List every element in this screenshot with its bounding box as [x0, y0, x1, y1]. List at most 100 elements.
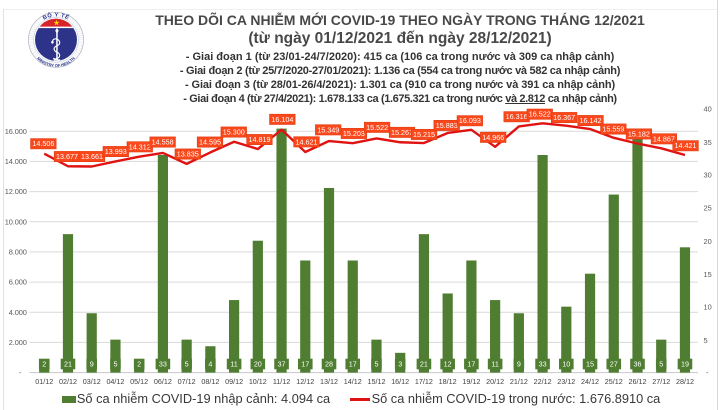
- svg-text:16.104: 16.104: [271, 115, 293, 124]
- svg-text:08/12: 08/12: [201, 377, 219, 386]
- svg-text:20: 20: [254, 360, 262, 369]
- svg-text:14.595: 14.595: [199, 138, 221, 147]
- svg-text:9: 9: [517, 360, 521, 369]
- svg-text:15/12: 15/12: [367, 377, 385, 386]
- svg-text:21: 21: [64, 360, 72, 369]
- svg-text:15.883: 15.883: [436, 121, 458, 130]
- svg-text:30: 30: [704, 171, 712, 180]
- svg-text:17/12: 17/12: [415, 377, 433, 386]
- svg-text:10: 10: [704, 303, 712, 312]
- svg-text:14.819: 14.819: [248, 135, 270, 144]
- svg-text:04/12: 04/12: [106, 377, 124, 386]
- svg-text:11: 11: [230, 360, 237, 369]
- svg-text:10: 10: [562, 360, 570, 369]
- svg-text:27/12: 27/12: [652, 377, 670, 386]
- svg-text:16.142: 16.142: [580, 116, 602, 125]
- svg-text:18/12: 18/12: [439, 377, 457, 386]
- svg-text:35: 35: [704, 138, 712, 147]
- svg-text:27: 27: [610, 360, 618, 369]
- svg-text:15.349: 15.349: [317, 125, 339, 134]
- svg-text:15.182: 15.182: [628, 129, 650, 138]
- svg-text:25: 25: [704, 204, 712, 213]
- svg-text:9: 9: [90, 360, 94, 369]
- svg-text:01/12: 01/12: [35, 377, 53, 386]
- svg-text:15.203: 15.203: [343, 129, 365, 138]
- svg-text:28/12: 28/12: [676, 377, 694, 386]
- svg-text:22/12: 22/12: [534, 377, 552, 386]
- svg-text:BỘ Y TẾ: BỘ Y TẾ: [42, 11, 70, 22]
- svg-text:20: 20: [704, 237, 712, 246]
- svg-text:02/12: 02/12: [59, 377, 77, 386]
- svg-text:10.000: 10.000: [5, 217, 27, 226]
- svg-text:33: 33: [539, 360, 547, 369]
- svg-text:19/12: 19/12: [462, 377, 480, 386]
- svg-text:16.367: 16.367: [553, 113, 575, 122]
- svg-text:14.312: 14.312: [129, 142, 151, 151]
- svg-text:14.000: 14.000: [5, 157, 27, 166]
- svg-text:14.558: 14.558: [152, 138, 174, 147]
- svg-text:14.966: 14.966: [482, 133, 504, 142]
- svg-text:21/12: 21/12: [510, 377, 528, 386]
- svg-text:17: 17: [301, 360, 309, 369]
- svg-text:15.215: 15.215: [413, 130, 435, 139]
- svg-text:15.267: 15.267: [391, 128, 413, 137]
- svg-text:16.522: 16.522: [529, 110, 551, 119]
- svg-text:14.506: 14.506: [32, 139, 54, 148]
- svg-text:2.000: 2.000: [9, 338, 27, 347]
- svg-text:14.867: 14.867: [653, 134, 675, 143]
- svg-text:07/12: 07/12: [178, 377, 196, 386]
- svg-text:8.000: 8.000: [9, 248, 27, 257]
- svg-text:13.993: 13.993: [105, 147, 127, 156]
- svg-text:40: 40: [704, 105, 712, 114]
- svg-text:14.621: 14.621: [296, 137, 318, 146]
- svg-text:5: 5: [113, 360, 117, 369]
- svg-text:36: 36: [634, 360, 642, 369]
- svg-text:6.000: 6.000: [9, 278, 27, 287]
- svg-text:17: 17: [467, 360, 475, 369]
- svg-text:13.661: 13.661: [81, 152, 103, 161]
- svg-text:-: -: [19, 368, 22, 377]
- svg-text:06/12: 06/12: [154, 377, 172, 386]
- svg-text:09/12: 09/12: [225, 377, 243, 386]
- svg-text:24/12: 24/12: [581, 377, 599, 386]
- svg-text:14.421: 14.421: [675, 141, 697, 150]
- svg-text:3: 3: [398, 360, 402, 369]
- svg-text:23/12: 23/12: [557, 377, 575, 386]
- svg-text:13.677: 13.677: [56, 152, 78, 161]
- svg-text:12/12: 12/12: [296, 377, 314, 386]
- svg-text:14/12: 14/12: [344, 377, 362, 386]
- svg-text:15.300: 15.300: [223, 128, 245, 137]
- svg-text:15.522: 15.522: [366, 123, 388, 132]
- svg-text:16.093: 16.093: [459, 116, 481, 125]
- svg-text:33: 33: [159, 360, 167, 369]
- svg-text:4: 4: [208, 360, 212, 369]
- svg-text:19: 19: [681, 360, 689, 369]
- svg-text:16.000: 16.000: [5, 127, 27, 136]
- svg-text:17: 17: [349, 360, 357, 369]
- svg-text:26/12: 26/12: [629, 377, 647, 386]
- svg-text:13.835: 13.835: [177, 150, 199, 159]
- svg-text:12: 12: [444, 360, 452, 369]
- svg-text:11: 11: [491, 360, 498, 369]
- svg-text:37: 37: [278, 360, 286, 369]
- svg-text:5: 5: [185, 360, 189, 369]
- svg-text:13/12: 13/12: [320, 377, 338, 386]
- svg-text:25/12: 25/12: [605, 377, 623, 386]
- svg-text:12.000: 12.000: [5, 187, 27, 196]
- svg-text:15: 15: [704, 270, 712, 279]
- svg-text:05/12: 05/12: [130, 377, 148, 386]
- svg-text:10/12: 10/12: [249, 377, 267, 386]
- svg-text:16.316: 16.316: [506, 112, 528, 121]
- svg-text:5: 5: [374, 360, 378, 369]
- svg-text:5: 5: [659, 360, 663, 369]
- svg-text:20/12: 20/12: [486, 377, 504, 386]
- svg-text:11/12: 11/12: [273, 377, 290, 386]
- svg-text:2: 2: [42, 360, 46, 369]
- svg-text:-: -: [706, 368, 709, 377]
- svg-text:21: 21: [420, 360, 428, 369]
- svg-text:03/12: 03/12: [83, 377, 101, 386]
- svg-text:2: 2: [137, 360, 141, 369]
- svg-text:15: 15: [586, 360, 594, 369]
- svg-text:4.000: 4.000: [9, 308, 27, 317]
- svg-text:28: 28: [325, 360, 333, 369]
